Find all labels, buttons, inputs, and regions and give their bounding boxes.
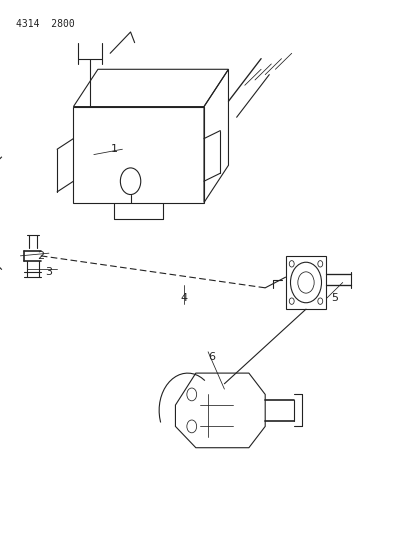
Text: 4: 4 — [180, 294, 187, 303]
Text: 1: 1 — [111, 144, 118, 154]
Text: 3: 3 — [45, 267, 53, 277]
Text: 2: 2 — [37, 251, 44, 261]
Text: 4314  2800: 4314 2800 — [16, 19, 75, 29]
Text: 6: 6 — [208, 352, 216, 362]
Text: 5: 5 — [331, 294, 338, 303]
